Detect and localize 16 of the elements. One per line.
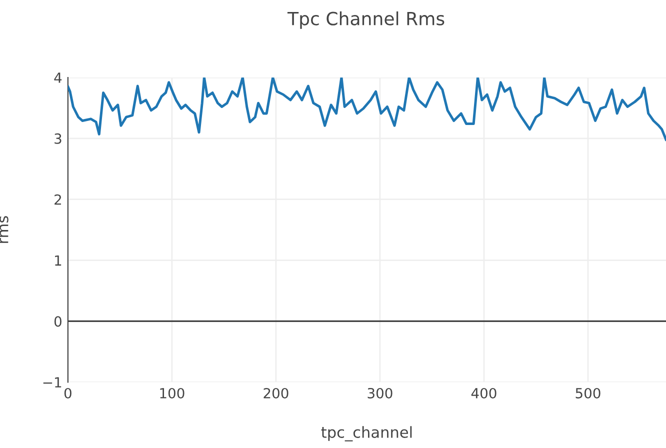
x-tick-label: 300 <box>368 388 392 398</box>
y-tick-label: 1 <box>55 255 62 266</box>
line-series <box>68 78 666 141</box>
x-tick-label: 400 <box>471 388 496 398</box>
x-tick-label: 0 <box>64 388 72 398</box>
x-axis-title: tpc_channel <box>321 426 412 442</box>
x-tick-label: 100 <box>160 388 184 398</box>
y-tick-label: 3 <box>54 133 62 144</box>
chart-title: Tpc Channel Rms <box>287 11 444 29</box>
y-tick-label: 2 <box>54 194 61 205</box>
y-tick-label: 0 <box>54 316 62 327</box>
y-tick-label: −1 <box>43 377 62 388</box>
y-tick-label: 4 <box>54 72 62 83</box>
y-axis-title: rms <box>0 216 8 243</box>
x-tick-label: 500 <box>576 388 600 398</box>
x-tick-label: 200 <box>264 388 288 398</box>
